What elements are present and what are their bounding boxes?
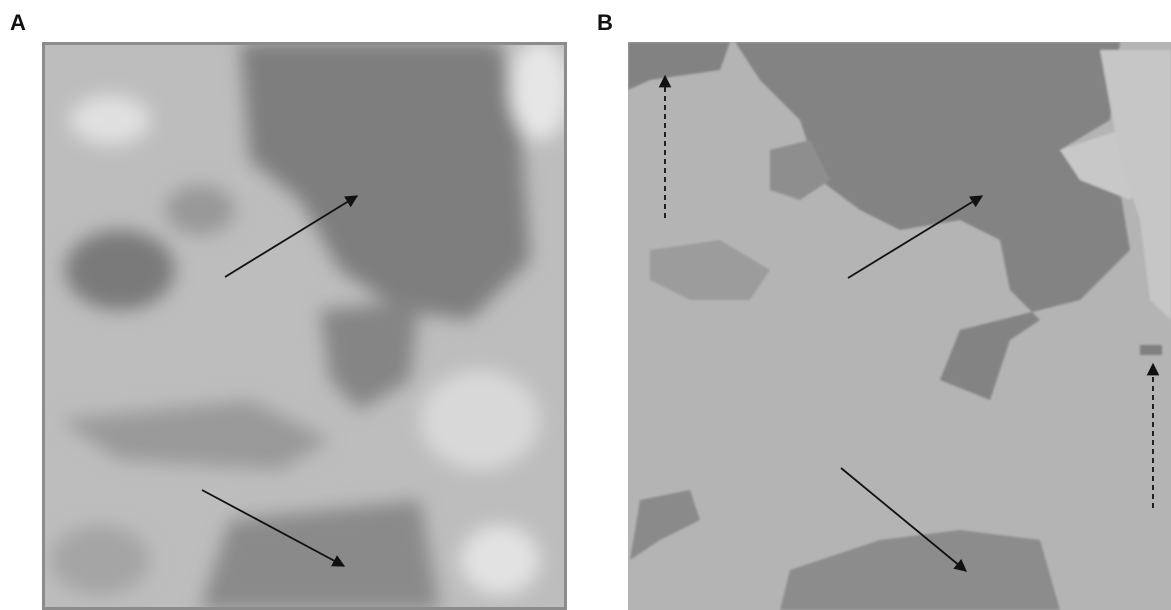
image-a (42, 40, 570, 610)
panel-label: A (10, 10, 26, 35)
figure: A B (0, 0, 1171, 610)
panel-label: B (597, 10, 613, 35)
image-b (628, 42, 1171, 610)
